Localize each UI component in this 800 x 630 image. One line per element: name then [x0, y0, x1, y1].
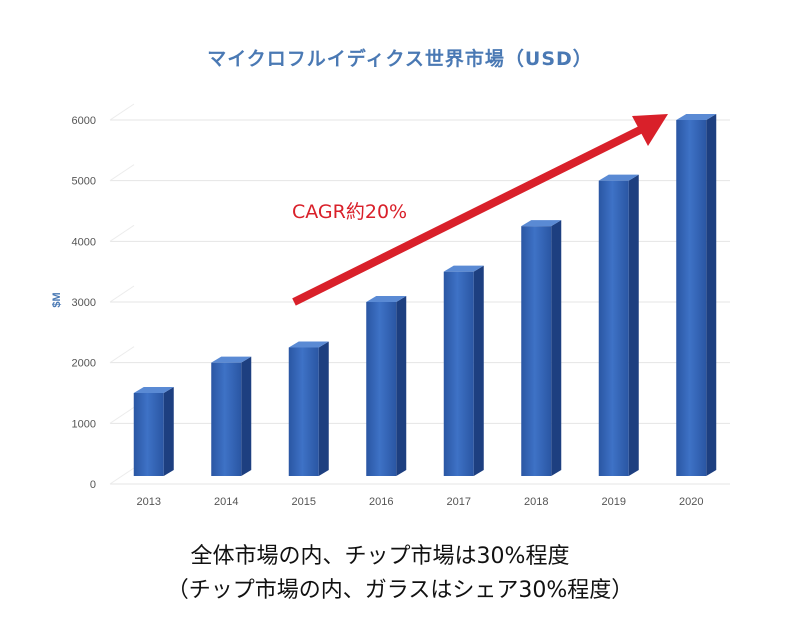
x-tick-label: 2017: [447, 496, 471, 508]
y-axis-ticks: 0 1000 2000 3000 4000 5000 6000: [72, 115, 96, 491]
bar-side: [706, 114, 717, 476]
bar-2016: [366, 302, 397, 476]
y-tick-label: 3000: [72, 297, 96, 309]
cagr-label: CAGR約20%: [292, 201, 407, 223]
bar-side: [318, 341, 329, 476]
x-tick-label: 2019: [602, 496, 626, 508]
x-tick-label: 2016: [369, 496, 393, 508]
x-tick-label: 2014: [214, 496, 238, 508]
bar-side: [551, 220, 562, 476]
y-tick-label: 0: [90, 479, 96, 491]
gridline-depth: [109, 103, 135, 121]
x-tick-label: 2020: [679, 496, 703, 508]
bar-top: [133, 387, 174, 393]
cagr-annotation: CAGR約20%: [292, 114, 668, 306]
y-tick-label: 6000: [72, 115, 96, 127]
bar-top: [598, 174, 639, 181]
y-tick-label: 2000: [72, 358, 96, 370]
bar-top: [211, 356, 252, 363]
bar-side: [628, 174, 639, 476]
trend-arrow-head: [632, 114, 668, 146]
bar-side: [473, 265, 484, 476]
bar-2018: [521, 226, 552, 476]
bar-2019: [598, 180, 629, 476]
bar-side: [396, 296, 407, 476]
bar-2020: [676, 120, 707, 476]
gridline-depth: [109, 285, 135, 303]
y-tick-label: 5000: [72, 176, 96, 188]
x-axis-ticks: 2013 2014 2015 2016 2017 2018 2019 2020: [137, 496, 704, 508]
bar-side: [241, 356, 252, 476]
y-tick-label: 4000: [72, 236, 96, 248]
gridline-depth: [109, 467, 135, 485]
bar-top: [366, 296, 407, 302]
bar-2015: [288, 347, 319, 476]
chart-title: マイクロフルイディクス世界市場（USD）: [207, 48, 593, 70]
x-tick-label: 2013: [137, 496, 161, 508]
trend-arrow-line: [292, 126, 642, 306]
gridline-depth: [109, 224, 135, 242]
bar-side: [163, 387, 174, 476]
bar-top: [676, 114, 717, 120]
gridline-depth: [109, 406, 135, 424]
x-tick-label: 2015: [292, 496, 316, 508]
bars: [133, 114, 717, 476]
caption-line-2: （チップ市場の内、ガラスはシェア30%程度）: [166, 578, 634, 603]
gridline-depth: [109, 164, 135, 182]
bar-2013: [133, 393, 164, 476]
bar-top: [443, 265, 484, 272]
bar-top: [288, 341, 329, 348]
y-axis-title: $M: [51, 292, 63, 307]
bar-top: [521, 220, 562, 227]
bar-2014: [211, 362, 242, 476]
gridline-depth: [109, 346, 135, 364]
caption-line-1: 全体市場の内、チップ市場は30%程度: [190, 544, 570, 569]
x-tick-label: 2018: [524, 496, 548, 508]
bar-2017: [443, 271, 474, 476]
y-tick-label: 1000: [72, 418, 96, 430]
